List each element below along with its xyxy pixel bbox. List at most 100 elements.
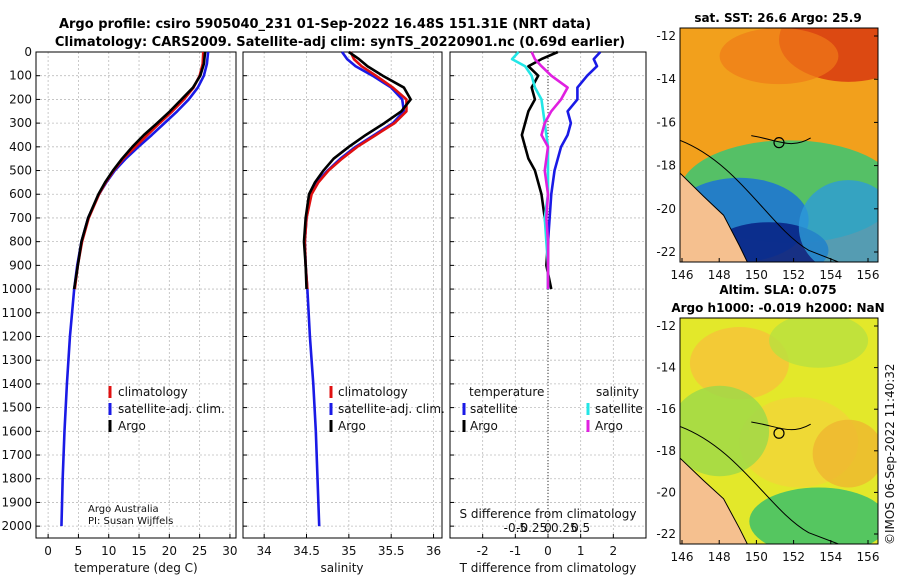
title-line-2: Climatology: CARS2009. Satellite-adj cli… xyxy=(55,35,625,50)
x-tick-label: 1 xyxy=(577,544,585,558)
y-tick-label: 800 xyxy=(9,235,32,249)
map-field-patch xyxy=(719,28,839,85)
x-tick-label: 30 xyxy=(222,544,237,558)
y-tick-label: 1200 xyxy=(1,329,32,343)
y-tick-label: 500 xyxy=(9,164,32,178)
y-tick-label: 1800 xyxy=(1,472,32,486)
x-tick-label: 15 xyxy=(131,544,146,558)
y-tick-label: 1900 xyxy=(1,495,32,509)
land-mass xyxy=(680,172,748,262)
lon-tick-label: 146 xyxy=(671,268,694,282)
credit-line-2: PI: Susan Wijffels xyxy=(88,516,173,527)
legend-label-argo: Argo xyxy=(338,419,366,433)
x-tick-label: 5 xyxy=(75,544,83,558)
lat-tick-label: -20 xyxy=(656,202,676,216)
y-tick-label: 600 xyxy=(9,187,32,201)
y-tick-label: 400 xyxy=(9,140,32,154)
x-axis-label-temperature: temperature (deg C) xyxy=(74,561,197,575)
reef-contour xyxy=(751,421,811,431)
lat-tick-label: -16 xyxy=(656,115,676,129)
map-body xyxy=(680,28,878,262)
lat-tick-label: -18 xyxy=(656,444,676,458)
x-tick-label: 34 xyxy=(257,544,272,558)
lat-tick-label: -22 xyxy=(656,527,676,541)
legend-label-t-argo: Argo xyxy=(470,419,498,433)
temperature-panel: 0 5 10 15 20 25 300100200300400500600700800900… xyxy=(1,45,237,558)
difference-panel: -2 -1 0 1 2-0.5-0.250 0.250.5 xyxy=(449,50,647,558)
series-line-argo xyxy=(72,51,207,290)
y-tick-label: 200 xyxy=(9,92,32,106)
legend-label-satellite: satellite-adj. clim. xyxy=(118,402,225,416)
x-tick-label: 0 xyxy=(544,544,552,558)
legend-label-satellite: satellite-adj. clim. xyxy=(338,402,445,416)
legend-label-s-argo: Argo xyxy=(595,419,623,433)
legend-label-climatology: climatology xyxy=(338,385,408,399)
y-tick-label: 1600 xyxy=(1,424,32,438)
legend-label-s-satellite: satellite xyxy=(595,402,643,416)
argo-float-marker xyxy=(773,427,785,439)
x-tick-label: 35 xyxy=(341,544,356,558)
map-field-patch xyxy=(680,385,770,477)
series-line-salinity-satellite xyxy=(510,51,550,290)
x-tick-label: 2 xyxy=(610,544,618,558)
x2-tick-label: -0.5 xyxy=(504,521,527,535)
sst-map: 146 148 150 152 154 156 -12 -14 -16 -18 -20 -22 xyxy=(656,27,880,282)
legend-heading-salinity: salinity xyxy=(596,385,639,399)
lat-tick-label: -22 xyxy=(656,245,676,259)
lon-tick-label: 154 xyxy=(819,268,842,282)
lon-tick-label: 154 xyxy=(819,550,842,564)
lat-tick-label: -12 xyxy=(656,29,676,43)
lat-tick-label: -20 xyxy=(656,485,676,499)
legend-heading-temperature: temperature xyxy=(469,385,544,399)
map-frame xyxy=(679,317,879,545)
x-tick-label: 25 xyxy=(192,544,207,558)
y-tick-label: 1400 xyxy=(1,377,32,391)
y-tick-label: 700 xyxy=(9,211,32,225)
x-tick-label: 20 xyxy=(162,544,177,558)
legend-label-climatology: climatology xyxy=(118,385,188,399)
lon-tick-label: 156 xyxy=(857,268,880,282)
x2-tick-label: 0 xyxy=(544,521,552,535)
argo-float-marker xyxy=(773,137,785,149)
x-tick-label: 34.5 xyxy=(293,544,320,558)
y-tick-label: 900 xyxy=(9,258,32,272)
lat-tick-label: -12 xyxy=(656,319,676,333)
series-line-satellite-adj-clim- xyxy=(60,51,210,527)
plot-frame xyxy=(35,51,237,539)
series-line-temperature-satellite xyxy=(546,51,602,290)
lon-tick-label: 148 xyxy=(708,268,731,282)
map-field-patch xyxy=(798,180,878,262)
reef-contour xyxy=(680,139,839,262)
x-tick-label: -2 xyxy=(477,544,489,558)
land-mass xyxy=(680,457,748,544)
y-tick-label: 1100 xyxy=(1,306,32,320)
y-tick-label: 2000 xyxy=(1,519,32,533)
legend-label-t-satellite: satellite xyxy=(470,402,518,416)
y-tick-label: 1500 xyxy=(1,401,32,415)
map-field-patch xyxy=(689,327,789,400)
lat-tick-label: -16 xyxy=(656,402,676,416)
salinity-panel: 34 34.5 35 35.5 36 xyxy=(242,50,443,558)
x2-tick-label: 0.25 xyxy=(551,521,578,535)
y-tick-label: 0 xyxy=(24,45,32,59)
lon-tick-label: 152 xyxy=(782,550,805,564)
map-field-patch xyxy=(812,419,878,488)
y-tick-label: 1300 xyxy=(1,353,32,367)
sla-map-title-2: Argo h1000: -0.019 h2000: NaN xyxy=(671,301,884,315)
lon-tick-label: 146 xyxy=(671,550,694,564)
lat-tick-label: -18 xyxy=(656,159,676,173)
x2-tick-label: 0.5 xyxy=(571,521,590,535)
map-field-patch xyxy=(749,487,878,544)
sst-map-title: sat. SST: 26.6 Argo: 25.9 xyxy=(694,11,861,25)
title-line-1: Argo profile: csiro 5905040_231 01-Sep-2… xyxy=(59,17,591,32)
lat-tick-label: -14 xyxy=(656,361,676,375)
map-field-patch xyxy=(769,318,869,368)
reef-contour xyxy=(680,426,839,544)
x-axis-label-salinity: salinity xyxy=(320,561,363,575)
y-tick-label: 1700 xyxy=(1,448,32,462)
map-frame xyxy=(679,27,879,263)
sla-map-title-1: Altim. SLA: 0.075 xyxy=(719,283,836,297)
difference-legend: temperature satellite Argo salinity sate… xyxy=(462,385,643,433)
lon-tick-label: 152 xyxy=(782,268,805,282)
